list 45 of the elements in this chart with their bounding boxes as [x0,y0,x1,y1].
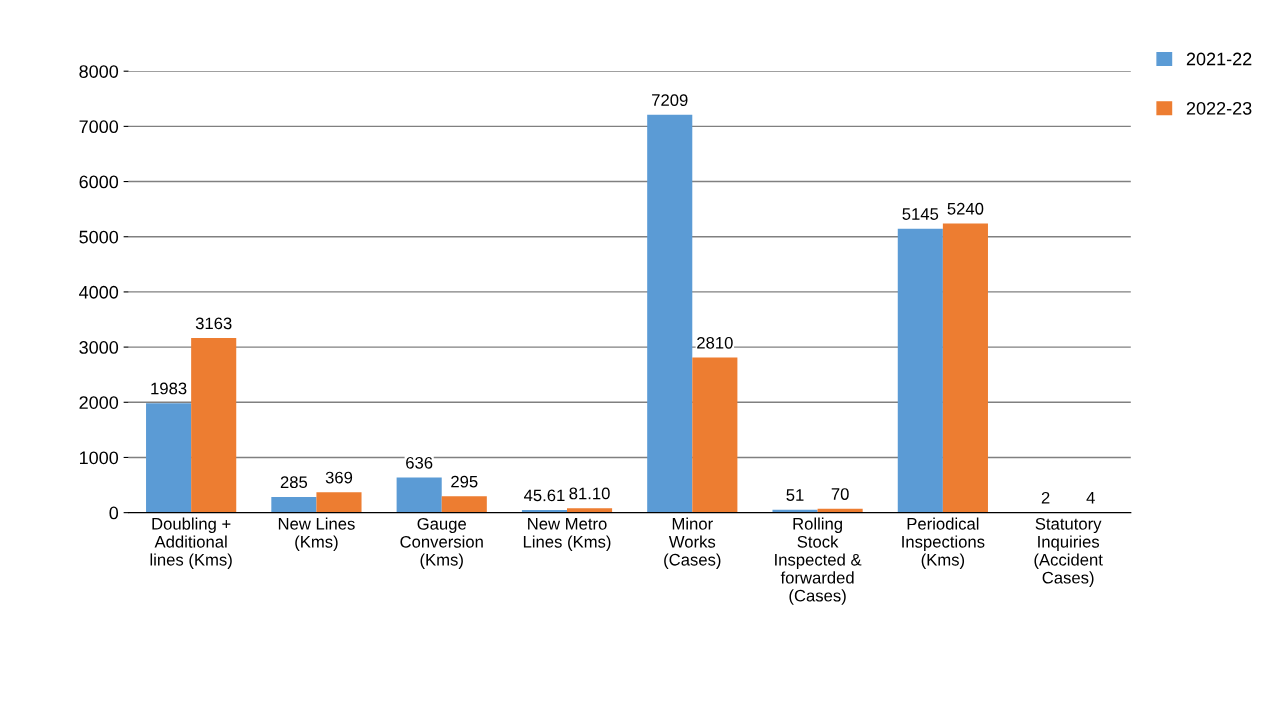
y-tick-label: 3000 [79,341,119,354]
bar [396,477,442,513]
y-tick-label: 7000 [79,120,119,134]
bar [146,403,192,513]
bar [316,492,362,513]
data-label: 2810 [697,336,733,349]
bar [692,357,738,513]
y-tick-label: 1000 [79,451,119,465]
y-tick-label: 2000 [79,396,119,409]
bar [441,496,487,513]
bar [271,496,317,513]
data-label: 81.10 [569,487,610,500]
legend-label: 2021-22 [1186,52,1252,66]
data-label: 5145 [902,208,939,220]
data-label: 285 [280,476,308,489]
y-tick-label: 0 [109,506,119,520]
data-label: 70 [831,488,849,500]
bar [647,114,693,513]
data-label: 295 [451,475,478,488]
y-tick-label: 5000 [79,230,119,244]
data-label: 5240 [947,202,984,215]
y-tick-label: 8000 [79,65,119,78]
x-tick-label: Minor Works (Cases) [664,517,721,569]
data-label: 45.61 [523,489,565,502]
y-tick-label: 6000 [79,175,119,189]
data-label: 1983 [151,382,187,395]
x-tick-label: Statutory Inquiries (Accident Cases) [1034,517,1103,587]
data-label: 4 [1086,491,1095,504]
bar [897,228,943,513]
bar [942,223,988,513]
legend-label: 2022-23 [1186,101,1252,115]
data-label: 2 [1041,491,1050,504]
data-label: 636 [406,456,433,469]
data-label: 7209 [652,94,688,106]
bar [191,338,237,513]
data-label: 51 [786,489,804,501]
x-tick-label: New Metro Lines (Kms) [523,518,611,551]
x-tick-label: Doubling + Additional lines (Kms) [150,517,232,569]
data-label: 3163 [195,317,232,330]
y-tick-label: 4000 [79,285,119,299]
x-tick-label: New Lines (Kms) [278,517,355,551]
x-tick-label: Periodical Inspections (Kms) [902,517,985,569]
x-tick-label: Rolling Stock Inspected & forwarded (Cases) [775,517,862,605]
x-tick-label: Gauge Conversion (Kms) [400,517,483,569]
data-label: 369 [325,471,353,484]
